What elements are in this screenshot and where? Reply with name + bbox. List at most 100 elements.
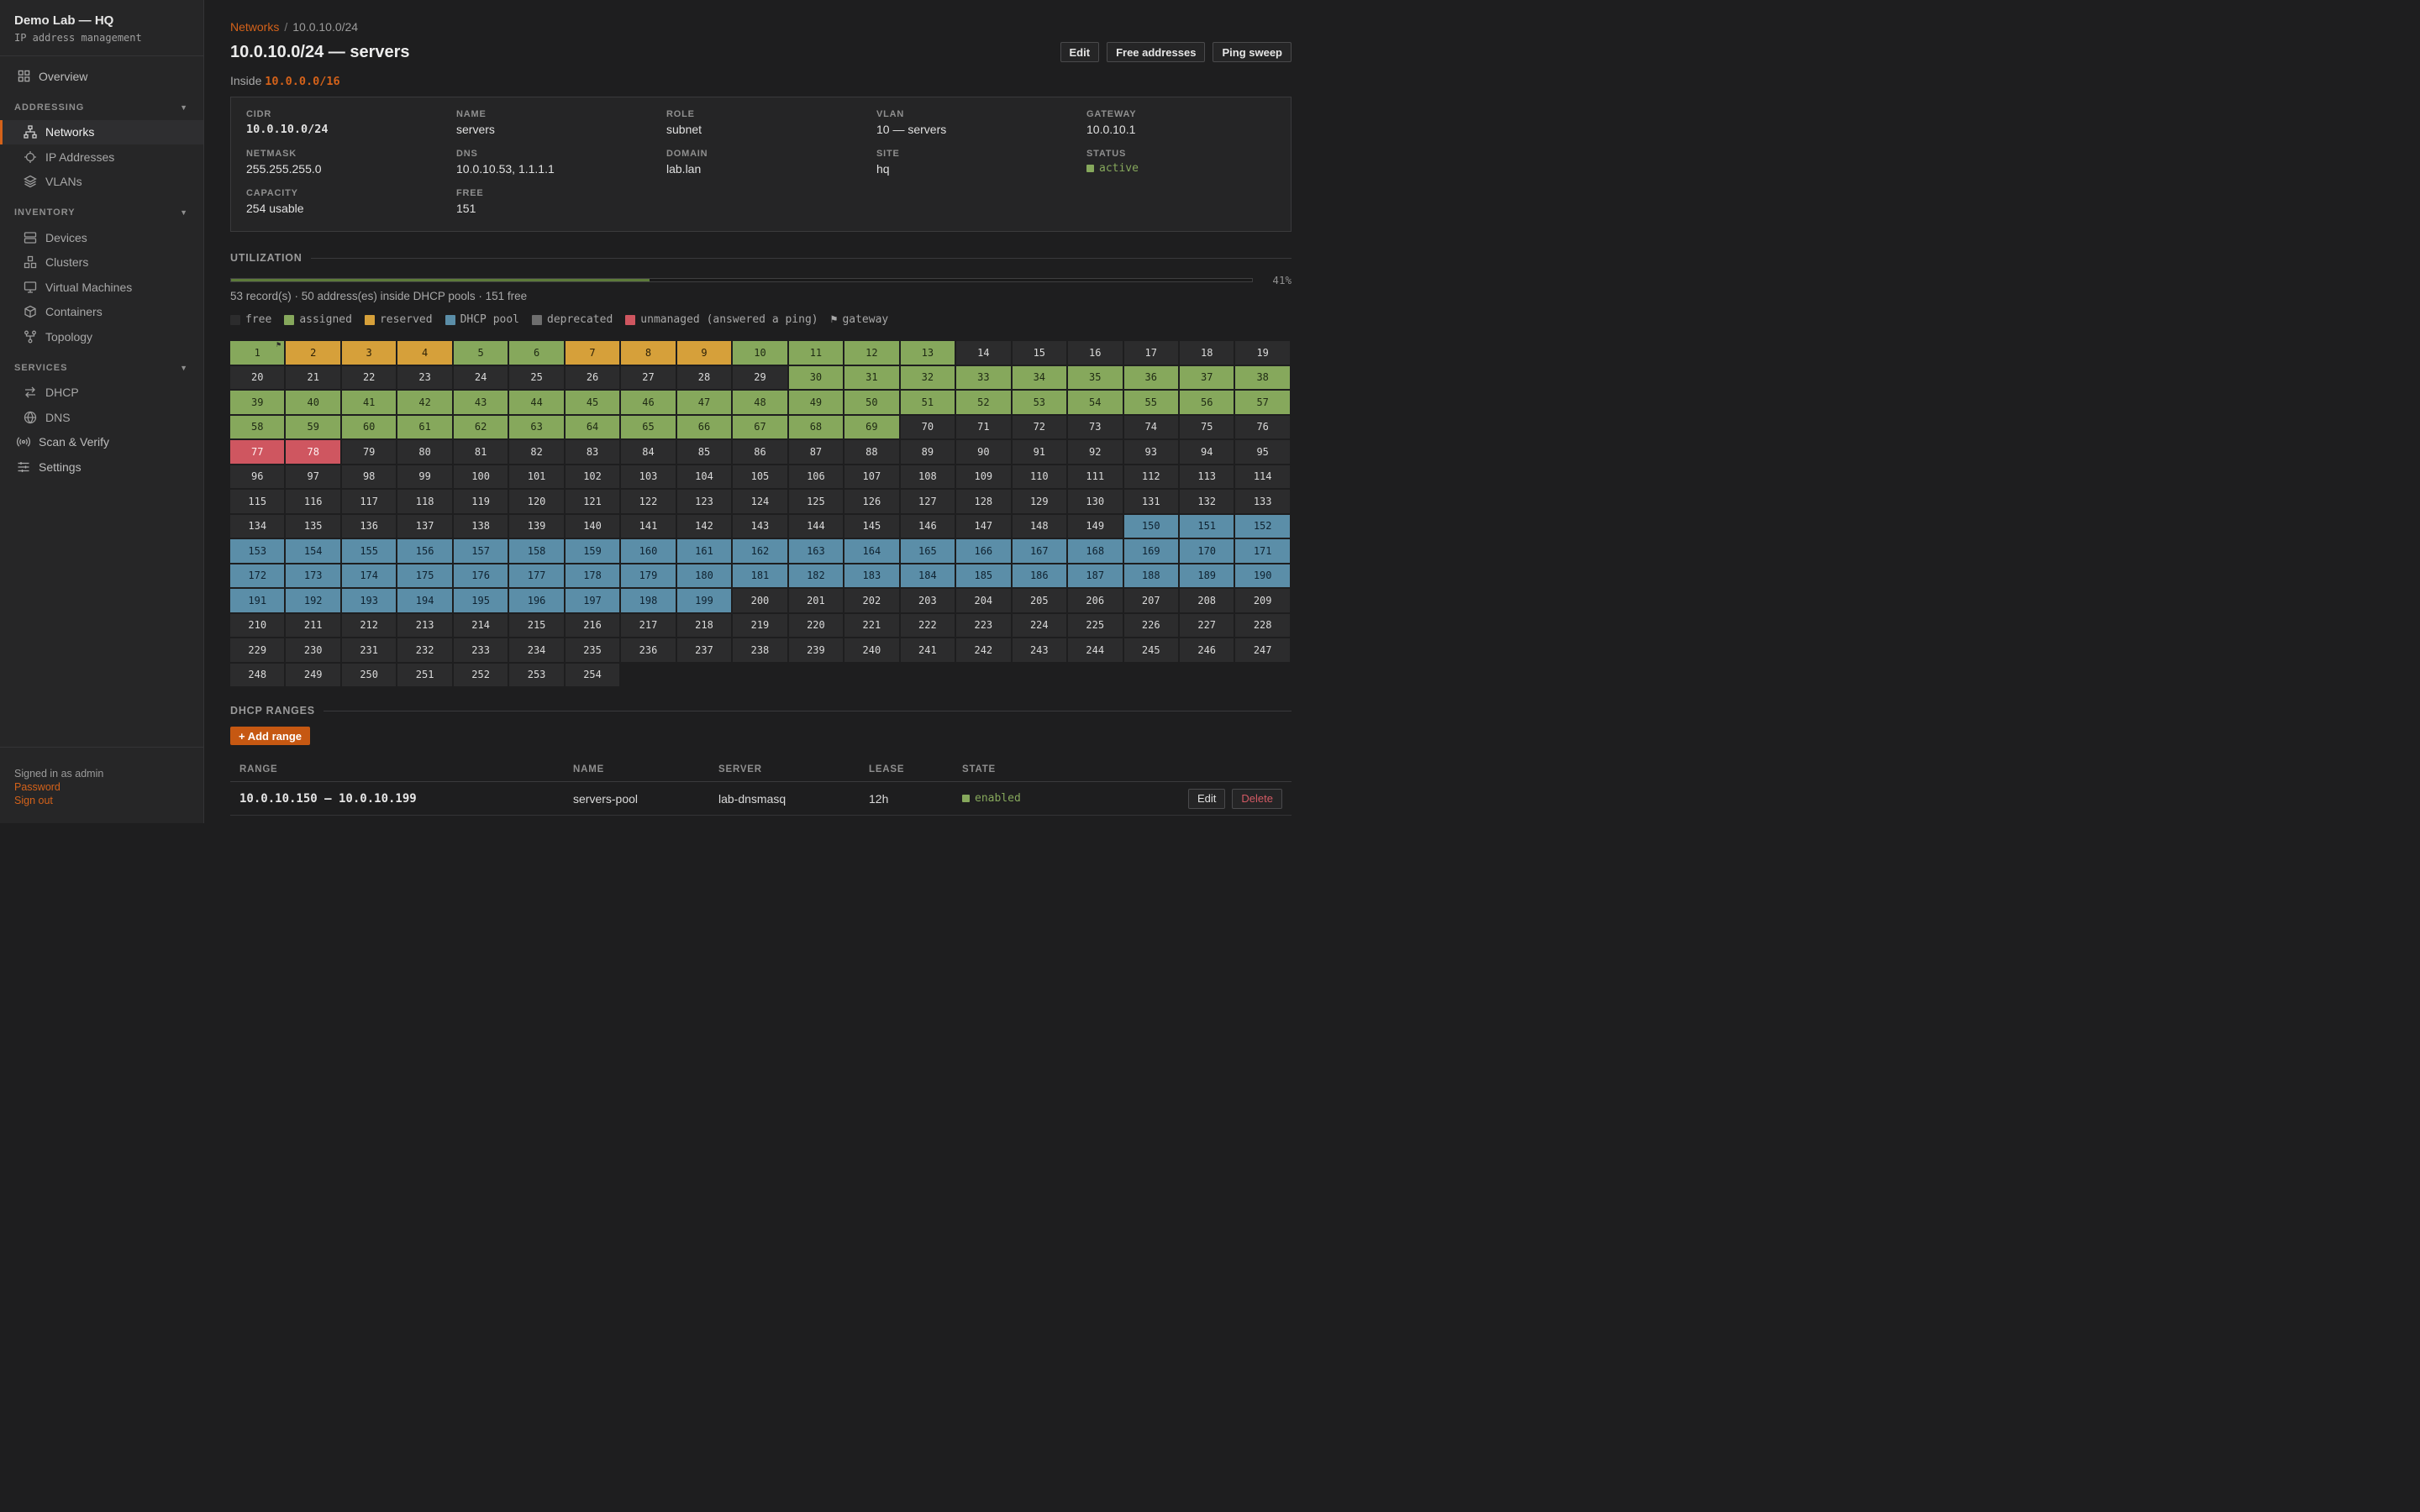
ip-cell[interactable]: 77	[230, 440, 285, 464]
ip-cell[interactable]: 117	[341, 490, 397, 513]
ip-cell[interactable]: 182	[788, 564, 844, 587]
ip-cell[interactable]: 207	[1123, 589, 1178, 612]
ip-cell[interactable]: 224	[1012, 613, 1067, 637]
ip-cell[interactable]: 239	[788, 638, 844, 662]
sidebar-item-scan-verify[interactable]: Scan & Verify	[0, 430, 203, 455]
ip-cell[interactable]: 60	[341, 415, 397, 438]
ip-cell[interactable]: 91	[1012, 440, 1067, 464]
password-link[interactable]: Password	[14, 781, 60, 793]
ip-cell[interactable]: 176	[453, 564, 508, 587]
sidebar-item-dns[interactable]: DNS	[0, 405, 203, 430]
ip-cell[interactable]: 235	[565, 638, 620, 662]
ip-cell[interactable]: 135	[286, 514, 340, 538]
ip-cell[interactable]: 22	[341, 365, 397, 389]
ip-cell[interactable]: 78	[286, 440, 340, 464]
sidebar-item-virtual-machines[interactable]: Virtual Machines	[0, 275, 203, 300]
ip-cell[interactable]: 34	[1012, 365, 1067, 389]
ip-cell[interactable]: 56	[1179, 391, 1234, 414]
ip-cell[interactable]: 185	[956, 564, 1011, 587]
ip-cell[interactable]: 128	[956, 490, 1011, 513]
ip-cell[interactable]: 23	[397, 365, 452, 389]
ip-cell[interactable]: 99	[397, 465, 452, 488]
edit-range-button[interactable]: Edit	[1188, 788, 1226, 809]
ip-cell[interactable]: 168	[1068, 539, 1123, 563]
ip-cell[interactable]: 10	[733, 341, 787, 365]
ip-cell[interactable]: 197	[565, 589, 620, 612]
ip-cell[interactable]: 37	[1179, 365, 1234, 389]
ip-cell[interactable]: 9	[676, 341, 732, 365]
sidebar-item-containers[interactable]: Containers	[0, 300, 203, 325]
ip-cell[interactable]: 111	[1068, 465, 1123, 488]
ip-cell[interactable]: 246	[1179, 638, 1234, 662]
ip-cell[interactable]: 52	[956, 391, 1011, 414]
ip-cell[interactable]: 222	[900, 613, 955, 637]
sidebar-item-ip-addresses[interactable]: IP Addresses	[0, 144, 203, 170]
ip-cell[interactable]: 126	[844, 490, 899, 513]
ip-cell[interactable]: 119	[453, 490, 508, 513]
ip-cell[interactable]: 6	[509, 341, 564, 365]
ip-cell[interactable]: 199	[676, 589, 732, 612]
ip-cell[interactable]: 148	[1012, 514, 1067, 538]
ip-cell[interactable]: 142	[676, 514, 732, 538]
ip-cell[interactable]: 253	[509, 663, 564, 686]
ip-cell[interactable]: 192	[286, 589, 340, 612]
ip-cell[interactable]: 24	[453, 365, 508, 389]
ip-cell[interactable]: 213	[397, 613, 452, 637]
ip-cell[interactable]: 228	[1235, 613, 1290, 637]
ip-cell[interactable]: 36	[1123, 365, 1178, 389]
ip-cell[interactable]: 169	[1123, 539, 1178, 563]
ip-cell[interactable]: 215	[509, 613, 564, 637]
ip-cell[interactable]: 81	[453, 440, 508, 464]
ip-cell[interactable]: 62	[453, 415, 508, 438]
ip-cell[interactable]: 223	[956, 613, 1011, 637]
ip-cell[interactable]: 98	[341, 465, 397, 488]
ip-cell[interactable]: 163	[788, 539, 844, 563]
ip-cell[interactable]: 89	[900, 440, 955, 464]
ip-cell[interactable]: 193	[341, 589, 397, 612]
ip-cell[interactable]: 220	[788, 613, 844, 637]
ip-cell[interactable]: 32	[900, 365, 955, 389]
ip-cell[interactable]: 181	[733, 564, 787, 587]
ip-cell[interactable]: 236	[621, 638, 676, 662]
parent-network-link[interactable]: 10.0.0.0/16	[265, 75, 340, 88]
ip-cell[interactable]: 157	[453, 539, 508, 563]
ip-cell[interactable]: 45	[565, 391, 620, 414]
ip-cell[interactable]: 210	[230, 613, 285, 637]
ip-cell[interactable]: 40	[286, 391, 340, 414]
ip-cell[interactable]: 96	[230, 465, 285, 488]
ip-cell[interactable]: 50	[844, 391, 899, 414]
ip-cell[interactable]: 49	[788, 391, 844, 414]
ip-cell[interactable]: 70	[900, 415, 955, 438]
ip-cell[interactable]: 11	[788, 341, 844, 365]
ip-cell[interactable]: 82	[509, 440, 564, 464]
ip-cell[interactable]: 137	[397, 514, 452, 538]
ip-cell[interactable]: 13	[900, 341, 955, 365]
ip-cell[interactable]: 57	[1235, 391, 1290, 414]
ip-cell[interactable]: 133	[1235, 490, 1290, 513]
ip-cell[interactable]: 247	[1235, 638, 1290, 662]
ip-cell[interactable]: 120	[509, 490, 564, 513]
ip-cell[interactable]: 136	[341, 514, 397, 538]
ip-cell[interactable]: 141	[621, 514, 676, 538]
ip-cell[interactable]: 175	[397, 564, 452, 587]
ip-cell[interactable]: 85	[676, 440, 732, 464]
ip-cell[interactable]: 229	[230, 638, 285, 662]
ip-cell[interactable]: 218	[676, 613, 732, 637]
ip-cell[interactable]: 125	[788, 490, 844, 513]
ip-cell[interactable]: 149	[1068, 514, 1123, 538]
ip-cell[interactable]: 43	[453, 391, 508, 414]
ip-cell[interactable]: 254	[565, 663, 620, 686]
ip-cell[interactable]: 153	[230, 539, 285, 563]
ip-cell[interactable]: 84	[621, 440, 676, 464]
ip-cell[interactable]: 230	[286, 638, 340, 662]
ip-cell[interactable]: 160	[621, 539, 676, 563]
edit-button[interactable]: Edit	[1060, 42, 1100, 62]
ip-cell[interactable]: 208	[1179, 589, 1234, 612]
ip-cell[interactable]: 63	[509, 415, 564, 438]
section-addressing[interactable]: ADDRESSING ▼	[0, 95, 203, 120]
ip-cell[interactable]: 30	[788, 365, 844, 389]
ip-cell[interactable]: 27	[621, 365, 676, 389]
ip-cell[interactable]: 118	[397, 490, 452, 513]
sidebar-item-clusters[interactable]: Clusters	[0, 250, 203, 276]
ip-cell[interactable]: 180	[676, 564, 732, 587]
